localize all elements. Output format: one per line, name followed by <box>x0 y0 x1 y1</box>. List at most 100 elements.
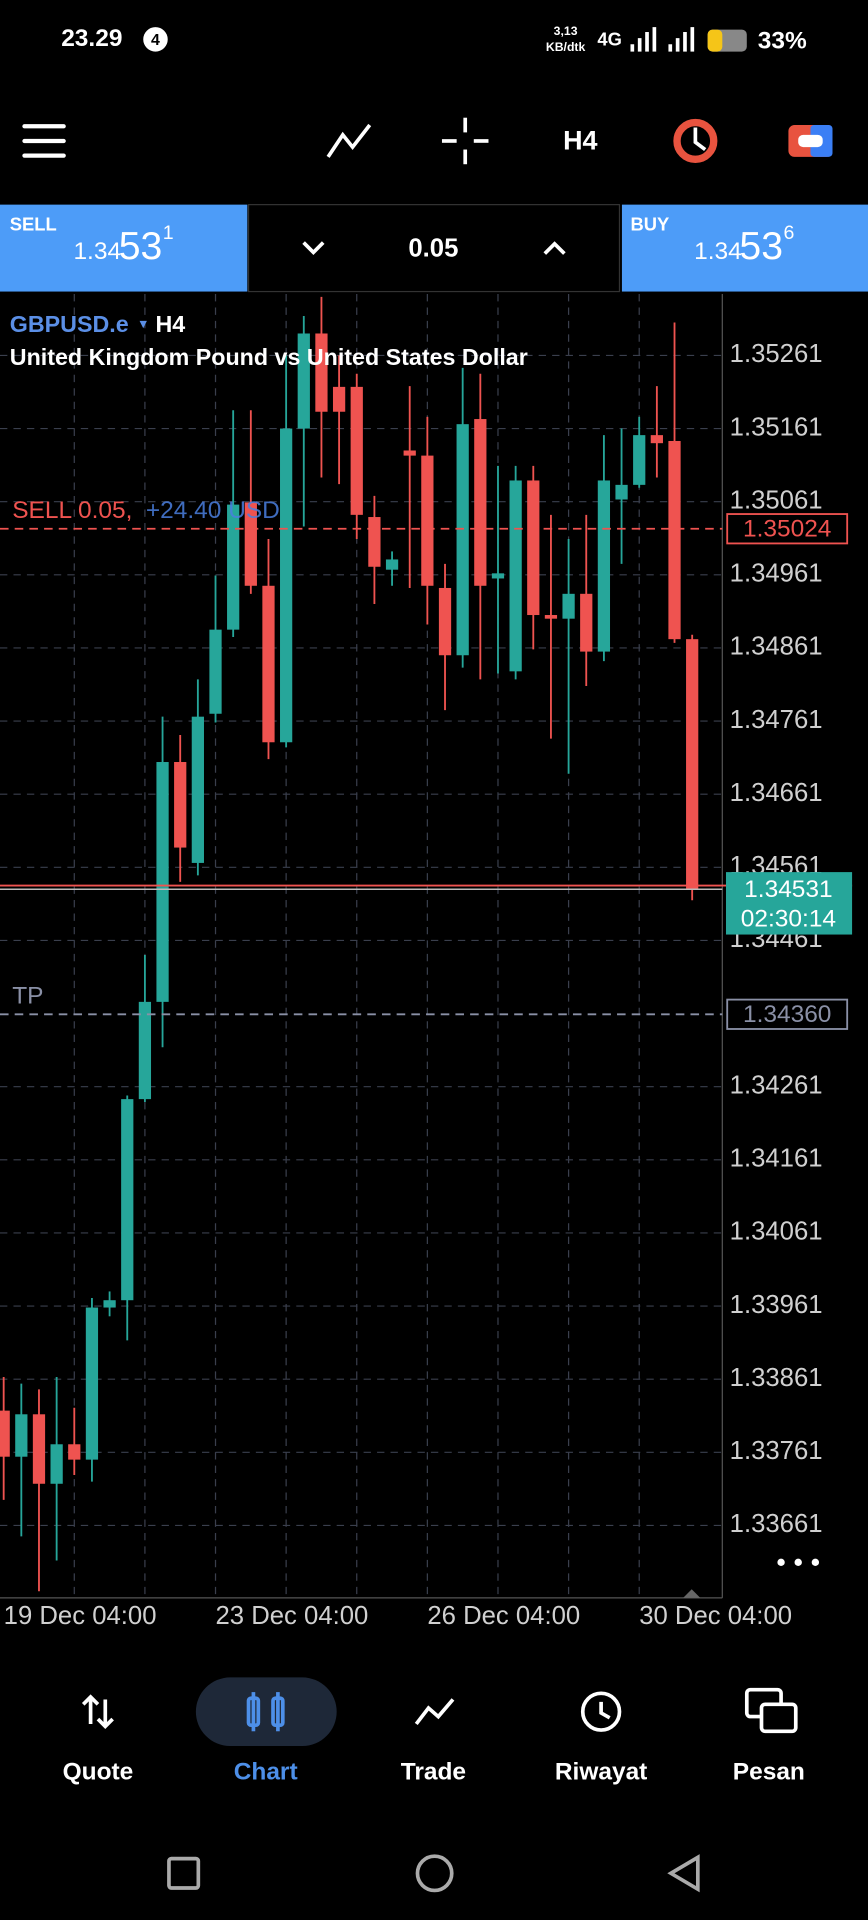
y-tick-label: 1.34061 <box>730 1218 823 1246</box>
buy-label: BUY <box>630 213 669 234</box>
level-price-box <box>726 998 849 1030</box>
indicators-button[interactable] <box>326 123 372 158</box>
buy-price-head: 1.34 <box>694 238 742 265</box>
buy-button[interactable] <box>621 204 868 292</box>
candle-body <box>15 1414 28 1457</box>
nav-messages[interactable]: Pesan <box>733 1758 805 1785</box>
candle-body <box>85 1307 99 1460</box>
candle-body <box>138 1001 152 1100</box>
candle-body <box>50 1444 63 1484</box>
volume-value[interactable]: 0.05 <box>408 235 458 263</box>
trade-button-inner <box>798 134 823 148</box>
candle-body <box>227 504 240 630</box>
chart: 1.35261 1.35161 1.35061 1.34961 1.34861 1.347… <box>0 294 853 1630</box>
scroll-marker <box>683 1589 701 1598</box>
back[interactable] <box>667 1854 700 1893</box>
symbol[interactable]: GBPUSD.e <box>10 311 129 337</box>
y-tick-label: 1.33761 <box>730 1437 823 1465</box>
candle-body <box>686 639 699 890</box>
y-tick-label: 1.35261 <box>730 340 823 368</box>
candle-body <box>544 615 558 619</box>
nav-history[interactable]: Riwayat <box>555 1758 647 1785</box>
bar-countdown: 02:30:14 <box>741 905 836 932</box>
bid-price: 1.34531 <box>744 876 832 903</box>
buy-price-big: 53 <box>739 225 783 268</box>
y-tick-label: 1.35161 <box>730 413 823 441</box>
candle-body <box>332 386 346 412</box>
crosshair-button[interactable] <box>441 117 489 165</box>
candle-body <box>633 435 646 485</box>
y-tick-label: 1.34961 <box>730 560 823 588</box>
candle-body <box>244 502 257 586</box>
volume-down[interactable] <box>302 241 325 255</box>
candle-body <box>0 1410 10 1457</box>
nav-icons <box>81 1687 798 1734</box>
x-tick-label: 23 Dec 04:00 <box>216 1602 369 1630</box>
y-tick-label: 1.34761 <box>730 706 823 734</box>
y-tick-label: 1.34161 <box>730 1145 823 1173</box>
candle-body <box>650 435 663 444</box>
candle-body <box>580 593 593 652</box>
candle-body <box>474 419 487 586</box>
candle-body <box>509 480 522 672</box>
candle-body <box>615 484 628 500</box>
level-price-box <box>726 513 849 545</box>
notification-badge <box>143 27 168 52</box>
sell-label: SELL <box>10 213 57 234</box>
y-tick-label: 1.34861 <box>730 633 823 661</box>
x-tick-label: 19 Dec 04:00 <box>4 1602 157 1630</box>
level-price: 1.35024 <box>743 515 831 542</box>
recent-apps[interactable] <box>167 1856 201 1890</box>
nav-active-pill <box>195 1677 337 1746</box>
candle-body <box>403 450 416 456</box>
nav-chart[interactable]: Chart <box>234 1758 298 1785</box>
y-tick-label: 1.34261 <box>730 1071 823 1099</box>
volume-up[interactable] <box>543 241 566 255</box>
level-price: 1.34360 <box>743 1001 831 1028</box>
candle-body <box>668 440 681 640</box>
candle-body <box>156 762 169 1002</box>
sell-button[interactable] <box>0 204 248 292</box>
y-tick-label: 1.33861 <box>730 1364 823 1392</box>
chart-overlay: GBPUSD.e H4 United Kingdom Pound vs Unit… <box>10 311 820 1598</box>
candle-body <box>368 517 381 567</box>
candle-body <box>421 455 434 586</box>
signal-icons <box>630 27 695 52</box>
bid-box <box>725 872 853 935</box>
candle-body <box>350 386 363 515</box>
candle-body <box>527 480 540 616</box>
candle-body <box>456 424 469 656</box>
home[interactable] <box>415 1854 454 1893</box>
level-label: SELL 0.05, <box>12 497 132 524</box>
network-type: 4G <box>597 28 622 49</box>
level-profit: +24.40 USD <box>146 497 280 524</box>
oneclick-button[interactable] <box>673 118 718 164</box>
candle-body <box>121 1099 134 1301</box>
more-button[interactable] <box>777 1558 820 1567</box>
y-tick-label: 1.33661 <box>730 1510 823 1538</box>
y-tick-label: 1.35061 <box>730 486 823 514</box>
x-tick-label: 26 Dec 04:00 <box>427 1602 580 1630</box>
symbol-dropdown[interactable] <box>139 320 147 329</box>
candle-body <box>103 1300 116 1308</box>
candle-body <box>315 333 328 412</box>
nav-trade[interactable]: Trade <box>401 1758 466 1785</box>
y-tick-label: 1.33961 <box>730 1291 823 1319</box>
candle-body <box>297 333 310 429</box>
chart-timeframe: H4 <box>155 311 185 337</box>
menu-button[interactable] <box>22 124 66 158</box>
nav-quote[interactable]: Quote <box>63 1758 134 1785</box>
candle-body <box>32 1414 46 1484</box>
battery-percent: 33% <box>758 27 807 54</box>
x-tick-label: 30 Dec 04:00 <box>639 1602 792 1630</box>
candle-body <box>262 585 275 743</box>
net-unit: KB/dtk <box>546 40 586 54</box>
candle-body <box>191 716 204 863</box>
candle-body <box>280 428 293 743</box>
candle-body <box>597 480 611 652</box>
timeframe-button[interactable]: H4 <box>563 125 597 155</box>
candle-body <box>491 573 505 579</box>
level-label: TP <box>12 983 43 1010</box>
